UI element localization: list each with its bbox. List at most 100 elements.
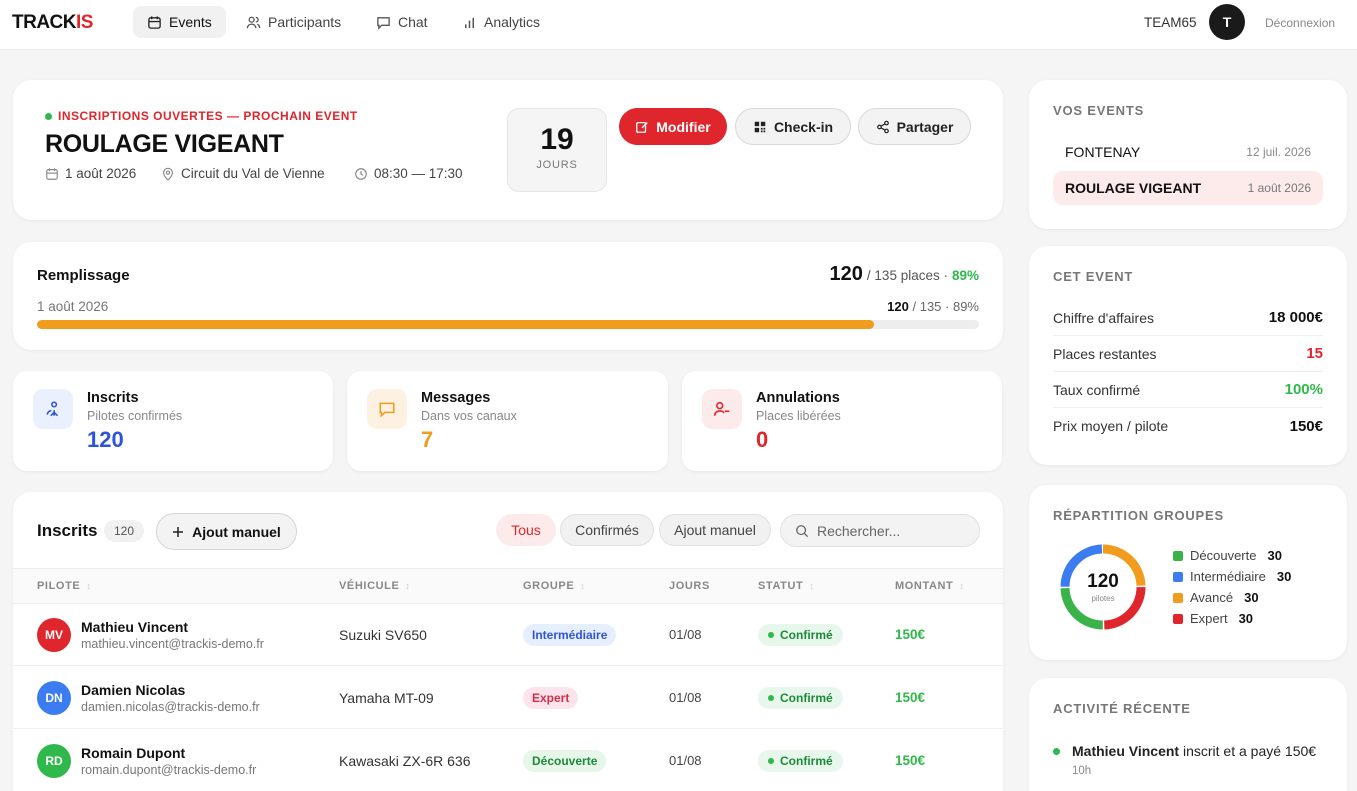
bar-chart-icon <box>465 17 474 28</box>
table-row[interactable]: RD Romain Dupont romain.dupont@trackis-d… <box>13 729 1003 791</box>
event-item-fontenay[interactable]: FONTENAY 12 juil. 2026 <box>1065 144 1311 160</box>
col-montant[interactable]: MONTANT ↕ <box>895 580 965 592</box>
stat-title: Annulations <box>756 390 840 406</box>
col-statut[interactable]: STATUT ↕ <box>758 580 815 592</box>
edit-button[interactable]: Modifier <box>619 108 727 145</box>
fill-progress <box>37 320 875 329</box>
col-pilote[interactable]: PILOTE ↕ <box>37 580 92 592</box>
amount: 150€ <box>895 627 926 642</box>
pilot-email: mathieu.vincent@trackis-demo.fr <box>81 637 264 651</box>
legend-item: Découverte 30 <box>1173 548 1282 563</box>
search-input[interactable]: Rechercher... <box>780 514 980 547</box>
kpi-avg-price: Prix moyen / pilote 150€ <box>1053 417 1323 435</box>
col-jours: JOURS <box>669 580 710 592</box>
edit-icon <box>636 121 648 133</box>
stat-title: Inscrits <box>87 390 139 406</box>
table-row[interactable]: DN Damien Nicolas damien.nicolas@trackis… <box>13 666 1003 729</box>
location-pin-icon <box>163 167 173 181</box>
tab-events[interactable]: Events <box>133 6 226 38</box>
days-label: JOURS <box>536 159 578 171</box>
plus-icon <box>173 526 184 537</box>
users-icon <box>246 16 261 28</box>
days-value: 01/08 <box>669 627 702 642</box>
groups-panel: RÉPARTITION GROUPES 120 pilotes Découver… <box>1029 485 1347 660</box>
donut-center-value: 120 <box>1087 571 1119 592</box>
vehicle: Yamaha MT-09 <box>339 690 434 706</box>
fill-progress-bar <box>37 320 979 329</box>
status-badge: Confirmé <box>758 687 843 709</box>
group-badge: Intermédiaire <box>523 624 617 646</box>
group-badge: Expert <box>523 687 579 709</box>
message-icon <box>367 389 407 429</box>
panel-title: CET EVENT <box>1053 269 1134 284</box>
legend-item: Avancé 30 <box>1173 590 1259 605</box>
amount: 150€ <box>895 753 926 768</box>
status-badge: Confirmé <box>758 750 843 772</box>
tab-chat[interactable]: Chat <box>362 6 442 38</box>
panel-title: RÉPARTITION GROUPES <box>1053 508 1224 523</box>
event-date: 1 août 2026 <box>45 166 136 181</box>
stat-value: 7 <box>421 427 434 452</box>
avatar: RD <box>37 744 71 778</box>
groups-donut-chart <box>1060 544 1146 630</box>
status-dot <box>45 112 52 120</box>
event-item-roulage-vigeant[interactable]: ROULAGE VIGEANT 1 août 2026 <box>1053 171 1323 205</box>
avatar: MV <box>37 618 71 652</box>
kpi-revenue: Chiffre d'affaires 18 000€ <box>1053 300 1323 336</box>
event-title: ROULAGE VIGEANT <box>45 130 284 158</box>
pilot-name: Mathieu Vincent <box>81 619 189 635</box>
fill-date: 1 août 2026 <box>37 299 109 314</box>
participants-table-card: Inscrits 120 Ajout manuel Tous Confirmés… <box>13 492 1003 791</box>
kpi-confirm-rate: Taux confirmé 100% <box>1053 372 1323 408</box>
event-place: Circuit du Val de Vienne <box>161 166 325 181</box>
stat-value: 120 <box>87 427 124 452</box>
add-manual-button[interactable]: Ajout manuel <box>156 513 297 550</box>
col-vehicule[interactable]: VÉHICULE ↕ <box>339 580 411 592</box>
kpi-remaining: Places restantes 15 <box>1053 336 1323 372</box>
tab-participants[interactable]: Participants <box>232 6 355 38</box>
pilot-email: romain.dupont@trackis-demo.fr <box>81 763 257 777</box>
stat-title: Messages <box>421 390 491 406</box>
pilot-name: Romain Dupont <box>81 745 186 761</box>
filter-tous[interactable]: Tous <box>496 514 556 546</box>
days-value: 01/08 <box>669 690 702 705</box>
col-groupe[interactable]: GROUPE ↕ <box>523 580 586 592</box>
this-event-panel: CET EVENT Chiffre d'affaires 18 000€ Plac… <box>1029 246 1347 465</box>
event-hero-card: INSCRIPTIONS OUVERTES — PROCHAIN EVENT R… <box>13 80 1003 220</box>
avatar[interactable]: T <box>1209 4 1245 40</box>
search-icon <box>796 524 809 537</box>
stat-card-annulations: Annulations Places libérées 0 <box>682 371 1002 471</box>
filter-ajout-manuel[interactable]: Ajout manuel <box>659 514 771 546</box>
stat-card-messages: Messages Dans vos canaux 7 <box>347 371 668 471</box>
logout-link[interactable]: Déconnexion <box>1265 16 1336 30</box>
stat-value: 0 <box>756 427 769 452</box>
share-button[interactable]: Partager <box>858 108 971 145</box>
amount: 150€ <box>895 690 926 705</box>
group-badge: Découverte <box>523 750 607 772</box>
checkin-button[interactable]: Check-in <box>735 108 851 145</box>
stat-subtitle: Places libérées <box>756 409 841 423</box>
days-value: 01/08 <box>669 753 702 768</box>
panel-title: ACTIVITÉ RÉCENTE <box>1053 701 1191 716</box>
stat-subtitle: Pilotes confirmés <box>87 409 183 423</box>
status-badge: Confirmé <box>758 624 843 646</box>
tab-analytics[interactable]: Analytics <box>448 6 554 38</box>
qr-code-icon <box>754 121 766 132</box>
fill-title: Remplissage <box>37 267 130 284</box>
clock-icon <box>355 167 367 180</box>
filter-confirmes[interactable]: Confirmés <box>560 514 654 546</box>
table-title: Inscrits <box>37 521 98 540</box>
events-panel: VOS EVENTS FONTENAY 12 juil. 2026 ROULAGE… <box>1029 80 1347 229</box>
table-count-badge: 120 <box>104 520 144 542</box>
legend-item: Intermédiaire 30 <box>1173 569 1291 584</box>
donut-center-label: pilotes <box>1091 594 1115 603</box>
panel-title: VOS EVENTS <box>1053 103 1145 118</box>
calendar-icon <box>46 167 58 180</box>
fill-detail: 120 / 135 · 89% <box>887 299 979 314</box>
logo[interactable]: TRACKIS <box>12 12 93 33</box>
table-row[interactable]: MV Mathieu Vincent mathieu.vincent@track… <box>13 603 1003 666</box>
activity-item: Mathieu Vincent inscrit et a payé 150€ 1… <box>1053 743 1323 777</box>
user-group-icon <box>33 389 73 429</box>
days-countdown: 19 JOURS <box>507 108 607 192</box>
legend-item: Expert 30 <box>1173 611 1253 626</box>
